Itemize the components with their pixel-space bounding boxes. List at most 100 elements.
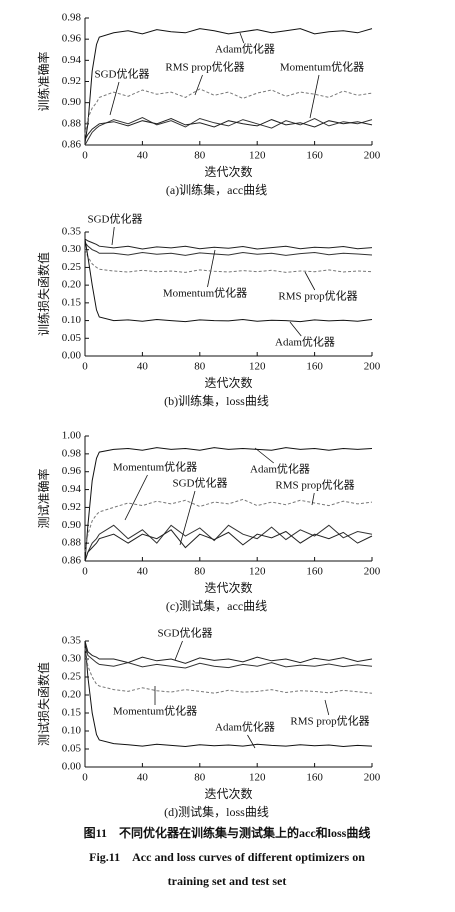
annotation-arrow bbox=[239, 32, 245, 44]
series-label: RMS prop优化器 bbox=[290, 714, 369, 728]
series-line bbox=[84, 88, 373, 135]
series-line bbox=[84, 116, 373, 146]
x-tick-label: 0 bbox=[82, 361, 88, 373]
y-tick-label: 0.10 bbox=[62, 725, 82, 737]
y-tick-label: 0.94 bbox=[62, 483, 82, 495]
y-tick-label: 0.00 bbox=[62, 350, 82, 362]
annotation-arrow bbox=[254, 447, 274, 464]
x-tick-label: 200 bbox=[364, 150, 381, 162]
annotation-arrow bbox=[179, 490, 196, 546]
x-tick-label: 200 bbox=[364, 361, 381, 373]
x-tick-label: 120 bbox=[249, 772, 266, 784]
x-tick-label: 40 bbox=[137, 361, 149, 373]
x-tick-label: 80 bbox=[194, 150, 206, 162]
series-label: Adam优化器 bbox=[215, 720, 275, 734]
series-label: SGD优化器 bbox=[157, 626, 212, 640]
series-label: Momentum优化器 bbox=[163, 286, 247, 300]
x-tick-label: 40 bbox=[137, 150, 149, 162]
y-axis-label: 测试损失函数值 bbox=[36, 662, 51, 746]
x-tick-label: 0 bbox=[82, 150, 88, 162]
y-tick-label: 0.15 bbox=[62, 296, 82, 308]
series-label: Momentum优化器 bbox=[113, 460, 197, 474]
annotation-arrow bbox=[174, 640, 183, 661]
y-tick-label: 0.35 bbox=[62, 226, 82, 238]
x-tick-label: 120 bbox=[249, 566, 266, 578]
series-label: Adam优化器 bbox=[250, 462, 310, 476]
series-line bbox=[84, 640, 373, 664]
series-line bbox=[84, 524, 373, 562]
y-tick-label: 0.35 bbox=[62, 635, 82, 647]
y-tick-label: 0.25 bbox=[62, 261, 82, 273]
series-line bbox=[84, 249, 373, 273]
series-label: SGD优化器 bbox=[94, 67, 149, 81]
annotation-arrow bbox=[111, 226, 115, 246]
y-tick-label: 0.25 bbox=[62, 671, 82, 683]
y-tick-label: 0.20 bbox=[62, 279, 82, 291]
annotation-arrow bbox=[304, 271, 316, 291]
annotation-arrow bbox=[289, 321, 302, 337]
series-line bbox=[84, 648, 373, 694]
x-axis-label: 迭代次数 bbox=[204, 580, 252, 595]
y-axis-label: 训练损失函数值 bbox=[36, 252, 51, 336]
series-label: Adam优化器 bbox=[215, 42, 275, 56]
annotation-arrow bbox=[124, 474, 148, 521]
series-line bbox=[84, 238, 373, 250]
x-tick-label: 120 bbox=[249, 361, 266, 373]
y-tick-label: 0.05 bbox=[62, 332, 82, 344]
annotation-arrow bbox=[309, 74, 320, 119]
x-tick-label: 80 bbox=[194, 361, 206, 373]
y-axis-label: 测试准确率 bbox=[36, 468, 51, 528]
annotation-arrow bbox=[109, 81, 120, 116]
annotation-arrow bbox=[324, 699, 330, 716]
x-axis-label: 迭代次数 bbox=[204, 375, 252, 390]
series-line bbox=[84, 529, 373, 562]
y-tick-label: 0.10 bbox=[62, 314, 82, 326]
figure-caption: 图11 不同优化器在训练集与测试集上的acc和loss曲线 bbox=[84, 825, 371, 840]
y-tick-label: 0.88 bbox=[62, 117, 82, 129]
annotation-arrow bbox=[311, 492, 315, 506]
x-tick-label: 120 bbox=[249, 150, 266, 162]
x-tick-label: 200 bbox=[364, 566, 381, 578]
y-tick-label: 0.96 bbox=[62, 33, 82, 45]
y-tick-label: 0.96 bbox=[62, 465, 82, 477]
series-line bbox=[84, 117, 373, 140]
series-label: RMS prop优化器 bbox=[278, 289, 357, 303]
y-tick-label: 0.92 bbox=[62, 501, 81, 513]
x-tick-label: 40 bbox=[137, 566, 149, 578]
annotation-arrow bbox=[247, 734, 256, 749]
chart-caption: (d)测试集，loss曲线 bbox=[164, 804, 269, 819]
y-tick-label: 0.98 bbox=[62, 12, 82, 24]
y-tick-label: 1.00 bbox=[62, 430, 82, 442]
figure-caption: Fig.11 Acc and loss curves of different … bbox=[89, 850, 365, 864]
y-tick-label: 0.92 bbox=[62, 75, 81, 87]
y-tick-label: 0.86 bbox=[62, 555, 82, 567]
series-label: Momentum优化器 bbox=[113, 704, 197, 718]
series-line bbox=[84, 239, 373, 323]
x-tick-label: 160 bbox=[306, 772, 323, 784]
x-axis-label: 迭代次数 bbox=[204, 786, 252, 801]
series-line bbox=[84, 28, 373, 143]
y-tick-label: 0.05 bbox=[62, 743, 82, 755]
y-tick-label: 0.90 bbox=[62, 519, 82, 531]
y-tick-label: 0.15 bbox=[62, 707, 82, 719]
series-line bbox=[84, 640, 373, 748]
x-axis-label: 迭代次数 bbox=[204, 164, 252, 179]
y-axis-label: 训练准确率 bbox=[36, 51, 51, 111]
series-label: SGD优化器 bbox=[172, 476, 227, 490]
chart-caption: (a)训练集，acc曲线 bbox=[166, 182, 267, 197]
x-tick-label: 80 bbox=[194, 772, 206, 784]
series-line bbox=[84, 447, 373, 562]
y-tick-label: 0.90 bbox=[62, 96, 82, 108]
series-line bbox=[84, 644, 373, 669]
x-tick-label: 160 bbox=[306, 566, 323, 578]
y-tick-label: 0.98 bbox=[62, 447, 82, 459]
x-tick-label: 0 bbox=[82, 566, 88, 578]
x-tick-label: 0 bbox=[82, 772, 88, 784]
chart-caption: (c)测试集，acc曲线 bbox=[166, 598, 267, 613]
y-tick-label: 0.94 bbox=[62, 54, 82, 66]
x-tick-label: 80 bbox=[194, 566, 206, 578]
series-label: Momentum优化器 bbox=[280, 60, 364, 74]
series-line bbox=[84, 242, 373, 256]
y-tick-label: 0.30 bbox=[62, 653, 82, 665]
